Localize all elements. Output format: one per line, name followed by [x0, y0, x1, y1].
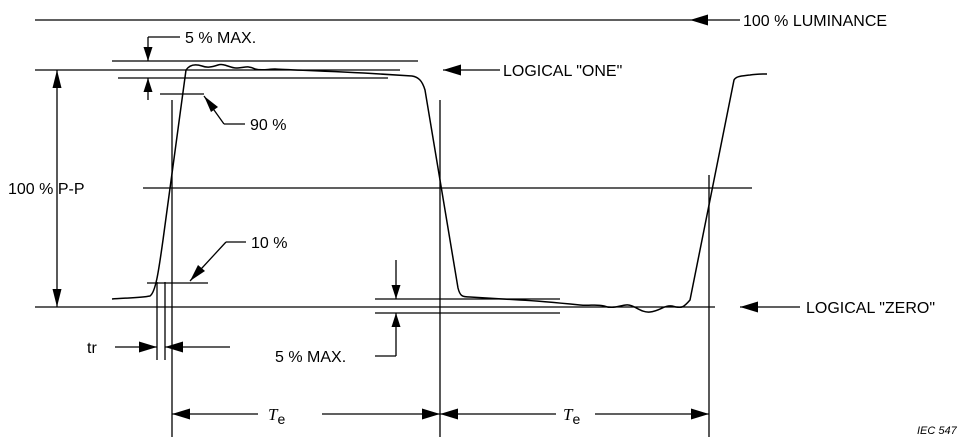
logical-one-arrowhead	[443, 64, 461, 76]
rise-time-annotation: tr	[87, 282, 230, 360]
te-1-subscript: e	[277, 411, 285, 427]
pp-label: 100 % P-P	[8, 181, 84, 198]
te-1-arrowhead-right	[422, 408, 440, 420]
tr-arrowhead-right	[165, 341, 183, 353]
max-top-arrowhead-down	[143, 47, 153, 61]
ninety-arrowhead	[204, 96, 218, 112]
pp-dimension: 100 % P-P	[8, 70, 84, 307]
logical-zero-levels: LOGICAL "ZERO"	[35, 298, 935, 317]
te-2-arrowhead-right	[691, 408, 709, 420]
max-top-arrowhead-up	[143, 78, 153, 92]
te-interval-markers	[171, 100, 710, 437]
te-dimension-1: Te	[172, 405, 440, 427]
logical-zero-arrowhead	[740, 301, 758, 313]
te-1-label: Te	[268, 405, 285, 427]
te-2-arrowhead-left	[440, 408, 458, 420]
ten-label: 10 %	[251, 235, 287, 252]
luminance-reference: 100 % LUMINANCE	[35, 13, 887, 30]
pp-arrowhead-bottom	[52, 289, 62, 307]
te-2-symbol: T	[563, 405, 574, 424]
te-dimension-2: Te	[440, 405, 709, 427]
max-bottom-annotation: 5 % MAX.	[275, 260, 401, 366]
te-2-subscript: e	[572, 411, 580, 427]
max-bottom-arrowhead-up	[391, 313, 401, 327]
te-1-symbol: T	[268, 405, 279, 424]
tr-arrowhead-left	[139, 341, 157, 353]
ninety-label: 90 %	[250, 117, 286, 134]
logical-one-levels: LOGICAL "ONE"	[35, 60, 622, 80]
max-top-label: 5 % MAX.	[185, 30, 256, 47]
te-2-label: Te	[563, 405, 580, 427]
max-bottom-arrowhead-down	[391, 285, 401, 299]
pp-arrowhead-top	[52, 70, 62, 88]
ten-percent-annotation: 10 %	[147, 235, 287, 284]
max-bottom-label: 5 % MAX.	[275, 349, 346, 366]
signal-waveform	[111, 63, 768, 313]
logical-zero-label: LOGICAL "ZERO"	[806, 300, 935, 317]
te-1-arrowhead-left	[172, 408, 190, 420]
ten-arrowhead	[190, 265, 205, 281]
reference-number: IEC 547	[917, 425, 958, 437]
logical-one-label: LOGICAL "ONE"	[503, 63, 622, 80]
tr-label: tr	[87, 340, 97, 357]
ninety-percent-annotation: 90 %	[160, 93, 286, 134]
luminance-label: 100 % LUMINANCE	[743, 13, 887, 30]
max-top-annotation: 5 % MAX.	[143, 30, 256, 100]
luminance-arrowhead	[690, 14, 708, 26]
